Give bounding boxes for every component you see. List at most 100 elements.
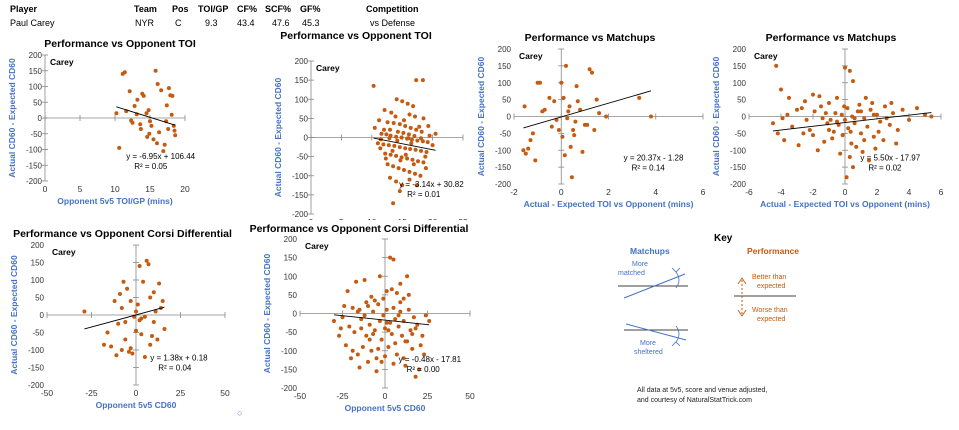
data-point [389, 332, 394, 336]
data-point [423, 313, 428, 318]
data-point [799, 106, 804, 111]
chart-svg: 0510152025-200-150-100-50050100150200Opp… [273, 57, 468, 220]
x-tick-label: 0 [43, 184, 48, 194]
data-point [123, 337, 128, 342]
data-point [433, 131, 438, 136]
data-point [419, 148, 423, 153]
data-point [413, 171, 417, 176]
data-point [400, 99, 405, 104]
data-point [395, 129, 400, 134]
data-point [413, 326, 418, 331]
data-point [900, 107, 905, 112]
data-point [148, 342, 153, 347]
data-point [400, 333, 404, 338]
y-tick-label: -100 [495, 146, 512, 155]
chart-svg: -50 -25 0 25 50 -200 -150 -100 -50 0 50 100 150 200 Op… [262, 235, 475, 413]
data-point [817, 94, 822, 99]
data-point [369, 348, 374, 353]
chart-svg: -2 0 2 4 6 -200 -150 -100 -50 0 50 100 150 200 Actual … [476, 45, 706, 209]
r-squared: R² = 0.14 [632, 163, 666, 172]
data-point [155, 337, 160, 342]
data-point [139, 332, 144, 337]
data-point [371, 332, 376, 336]
y-tick-label: 150 [498, 62, 512, 71]
data-point [649, 114, 653, 119]
data-point [831, 129, 836, 134]
data-point [427, 133, 432, 138]
data-point [422, 352, 427, 357]
y-tick-label: -50 [734, 129, 746, 138]
data-point [796, 143, 801, 148]
y-tick-label: 50 [502, 96, 511, 105]
data-point [388, 255, 393, 260]
data-point [155, 141, 159, 146]
footnote: All data at 5v5, score and venue adjuste… [637, 386, 767, 406]
x-tick-label: 20 [428, 217, 438, 220]
data-point [394, 134, 399, 139]
y-tick-label: 100 [295, 95, 309, 104]
data-point [114, 353, 119, 358]
data-point [580, 149, 585, 154]
y-tick-label: 50 [288, 291, 297, 300]
data-point [771, 121, 775, 126]
y-tick-label: 150 [733, 62, 747, 71]
data-point [820, 116, 825, 121]
data-point [360, 345, 365, 349]
y-tick-label: 50 [737, 96, 746, 105]
chart-title: Performance vs Opponent Corsi Differenti… [249, 223, 469, 235]
chart-title: Performance vs Matchups [524, 32, 656, 44]
key-diagram: Key Matchups Performance More matched Mo… [618, 233, 799, 356]
data-point [173, 133, 178, 138]
data-point [409, 137, 414, 142]
r-squared: R² = 0.00 [407, 365, 441, 374]
data-point [367, 322, 372, 327]
data-point [811, 92, 815, 97]
data-point [423, 154, 428, 159]
data-point [410, 332, 415, 336]
data-point [150, 334, 154, 338]
x-tick-label: -50 [294, 391, 307, 401]
data-point [374, 356, 379, 361]
data-point [343, 343, 348, 348]
y-tick-label: 0 [507, 113, 512, 122]
y-tick-label: 50 [35, 294, 44, 303]
x-axis-title: Actual - Expected TOI vs Opponent (mins) [524, 199, 694, 209]
x-tick-label: -25 [336, 391, 349, 401]
data-point [425, 140, 430, 145]
data-point [123, 320, 128, 324]
data-point [389, 110, 394, 115]
data-point [398, 158, 403, 163]
data-point [394, 153, 399, 158]
data-point [413, 374, 418, 379]
hdr-val-toi: 9.3 [205, 18, 218, 28]
data-point [364, 333, 369, 338]
hdr-val-player: Paul Carey [10, 18, 55, 28]
data-point [843, 117, 847, 122]
y-tick-label: 150 [29, 67, 43, 76]
hdr-val-competition: vs Defense [370, 18, 416, 28]
data-point [859, 109, 863, 114]
data-point [164, 103, 169, 108]
x-axis-title: Opponent 5v5 TOI/GP (mins) [57, 196, 173, 206]
data-point [413, 114, 417, 119]
data-point [836, 122, 841, 127]
data-point [408, 147, 413, 151]
data-point [122, 70, 127, 75]
data-point [371, 83, 376, 88]
data-point [835, 119, 839, 124]
data-point [391, 305, 396, 310]
data-point [153, 68, 158, 73]
data-point [883, 104, 887, 109]
data-point [556, 128, 561, 132]
y-tick-label: 0 [293, 310, 298, 319]
hdr-col-scf: SCF% [265, 4, 292, 14]
data-point [397, 145, 402, 150]
data-point [392, 143, 397, 148]
data-point [350, 348, 355, 353]
data-point [417, 124, 422, 129]
data-point [381, 142, 386, 147]
y-tick-label: -50 [499, 129, 511, 138]
data-point [568, 144, 573, 149]
data-point [862, 138, 867, 143]
data-point [839, 112, 844, 117]
